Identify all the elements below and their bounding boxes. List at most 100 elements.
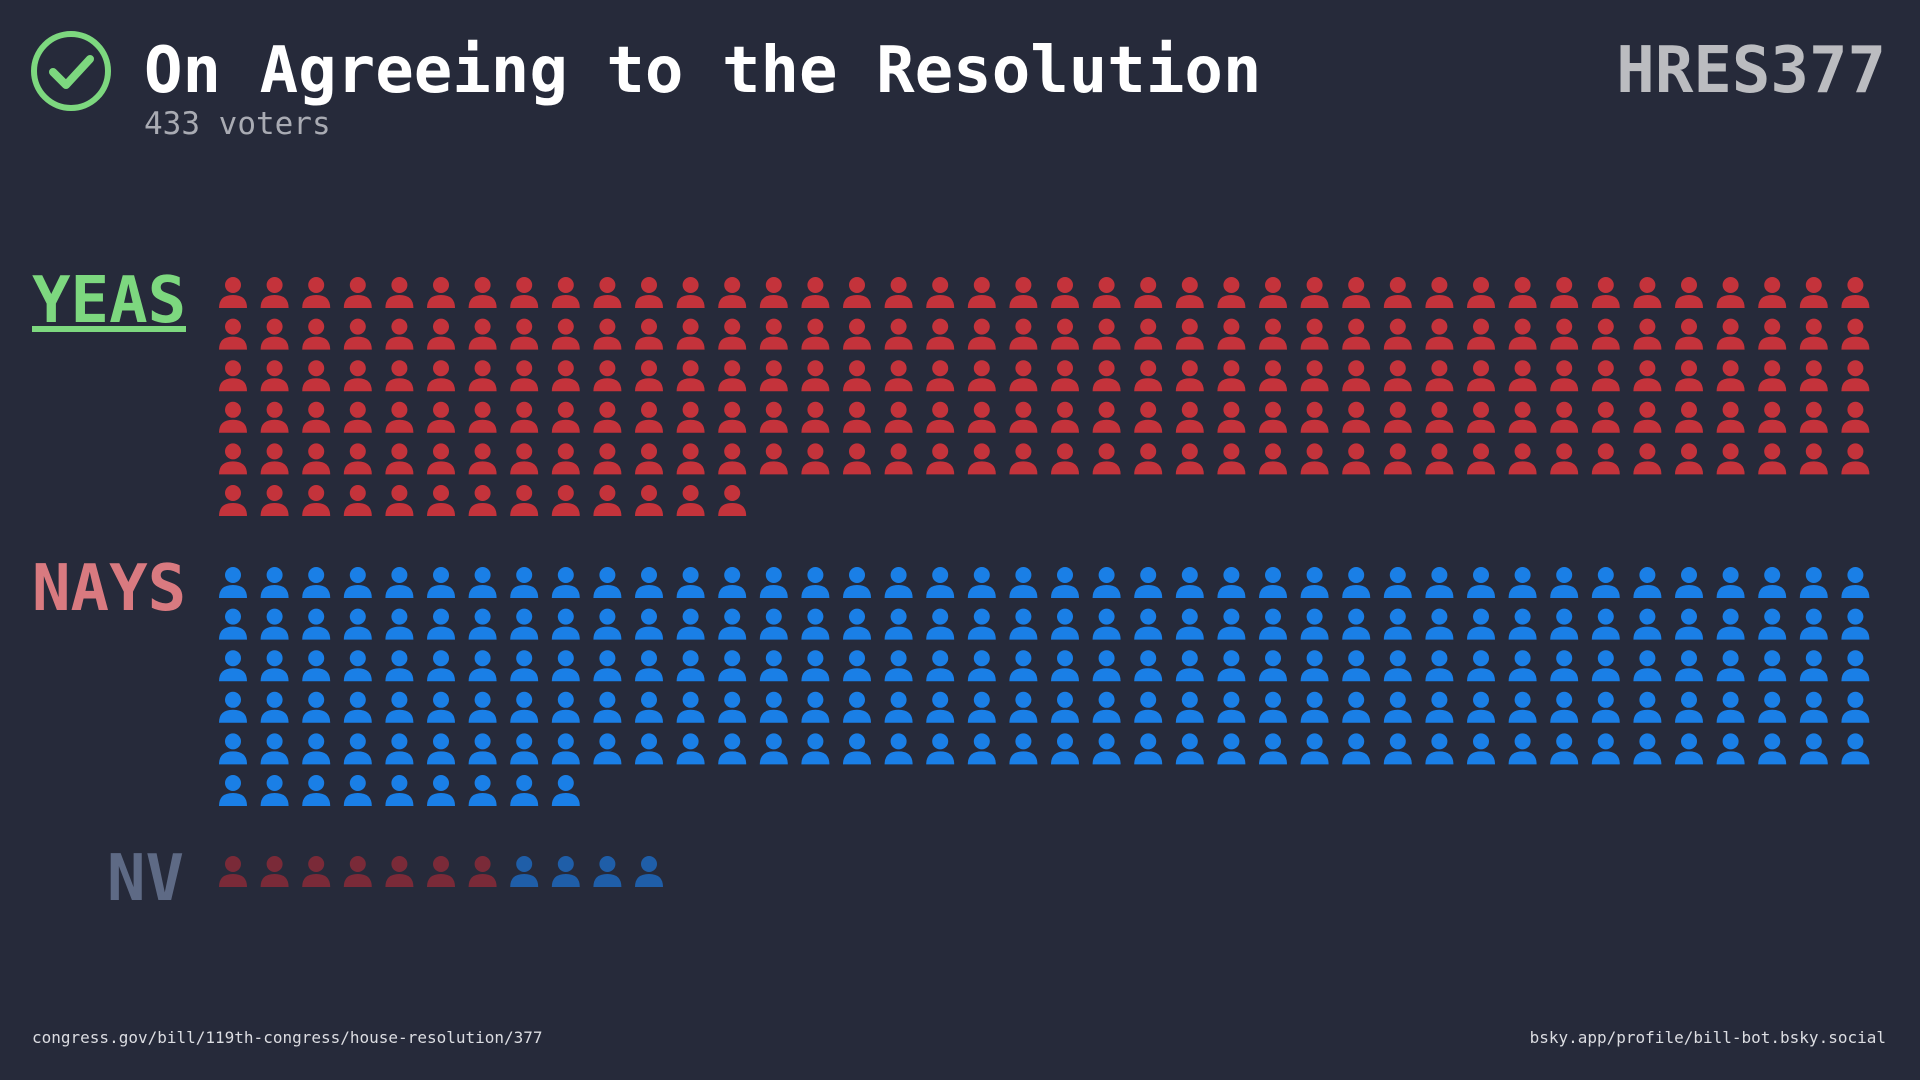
voter-head [516, 650, 533, 667]
voter-body [1425, 336, 1454, 350]
voter-head [1805, 360, 1822, 377]
voter-body [1217, 626, 1246, 640]
voter-icon [468, 401, 497, 433]
voter-body [385, 503, 414, 516]
voter-icon [219, 443, 247, 475]
voter-icon [676, 567, 705, 598]
voter-head [225, 775, 241, 791]
voter-head [599, 318, 616, 335]
voter-body [676, 709, 705, 723]
voter-body [593, 336, 622, 350]
voter-body [1092, 461, 1121, 475]
voter-body [1175, 668, 1204, 682]
voter-icon [1175, 691, 1204, 723]
voter-icon [1300, 318, 1329, 350]
voter-body [1300, 378, 1329, 392]
voter-body [343, 668, 372, 682]
voter-body [551, 336, 580, 350]
voter-icon [468, 277, 497, 308]
voter-head [1223, 650, 1240, 667]
voter-head [266, 485, 283, 501]
voter-head [1764, 650, 1781, 667]
voter-icon [759, 360, 788, 392]
voter-head [1181, 401, 1198, 418]
voter-head [1556, 733, 1573, 750]
voter-body [1716, 668, 1745, 682]
voter-head [849, 277, 865, 293]
voter-head [557, 401, 574, 418]
voter-head [433, 443, 449, 460]
voter-icon [967, 401, 996, 433]
voter-head [682, 318, 699, 335]
voter-icon [1300, 691, 1329, 723]
voter-icon [1591, 318, 1620, 350]
voter-head [1556, 360, 1573, 377]
voter-body [1092, 378, 1121, 392]
voter-body [219, 668, 247, 682]
voter-head [1389, 691, 1406, 708]
voter-head [225, 650, 241, 667]
voter-body [468, 874, 497, 887]
voter-head [474, 360, 491, 377]
voter-icon [343, 277, 372, 308]
voter-head [1015, 608, 1032, 625]
voter-head [557, 650, 574, 667]
voter-body [260, 751, 289, 765]
voter-icon [1425, 691, 1454, 723]
voter-icon [1051, 318, 1079, 350]
voter-body [1675, 419, 1703, 433]
voter-body [884, 295, 913, 308]
voter-icon [1633, 277, 1662, 308]
voter-body [1591, 709, 1620, 723]
voter-body [801, 461, 830, 475]
voter-icon [427, 485, 455, 516]
voter-body [551, 874, 580, 887]
voter-icon [1799, 277, 1828, 308]
voter-head [308, 856, 325, 872]
voter-icon [1716, 401, 1745, 433]
voter-head [1265, 318, 1281, 335]
voter-icon [551, 401, 580, 433]
voter-head [557, 775, 574, 791]
voter-head [516, 775, 533, 791]
voter-icon [1467, 567, 1495, 598]
voter-body [1134, 295, 1163, 308]
voter-body [1342, 709, 1371, 723]
voter-icon [1550, 650, 1579, 682]
group-label: YEAS [32, 264, 186, 338]
voter-body [676, 503, 705, 516]
voter-body [510, 585, 539, 598]
voter-head [849, 733, 865, 750]
voter-head [1057, 318, 1073, 335]
voter-body [718, 295, 747, 308]
voter-head [1556, 443, 1573, 460]
voter-body [1134, 626, 1163, 640]
voter-icon [1383, 277, 1412, 308]
title: On Agreeing to the Resolution [144, 34, 1261, 108]
voter-head [1223, 733, 1240, 750]
voter-icon [884, 401, 913, 433]
voter-head [641, 401, 657, 418]
voter-body [718, 419, 747, 433]
voter-body [926, 751, 955, 765]
voter-body [676, 295, 705, 308]
voter-icon [1550, 277, 1579, 308]
voter-body [926, 461, 955, 475]
voter-icon [260, 856, 289, 887]
voter-body [1633, 461, 1662, 475]
voter-head [849, 691, 865, 708]
voter-head [1181, 277, 1198, 293]
voter-head [474, 401, 491, 418]
voter-head [1681, 691, 1697, 708]
voter-head [557, 567, 574, 583]
voter-head [973, 608, 990, 625]
voter-body [343, 793, 372, 806]
voter-head [474, 691, 491, 708]
voter-head [724, 567, 741, 583]
voter-head [1681, 360, 1697, 377]
voter-head [308, 691, 325, 708]
voter-icon [926, 401, 955, 433]
voter-head [1639, 691, 1656, 708]
voter-icon [1383, 733, 1412, 765]
voter-body [1550, 585, 1579, 598]
